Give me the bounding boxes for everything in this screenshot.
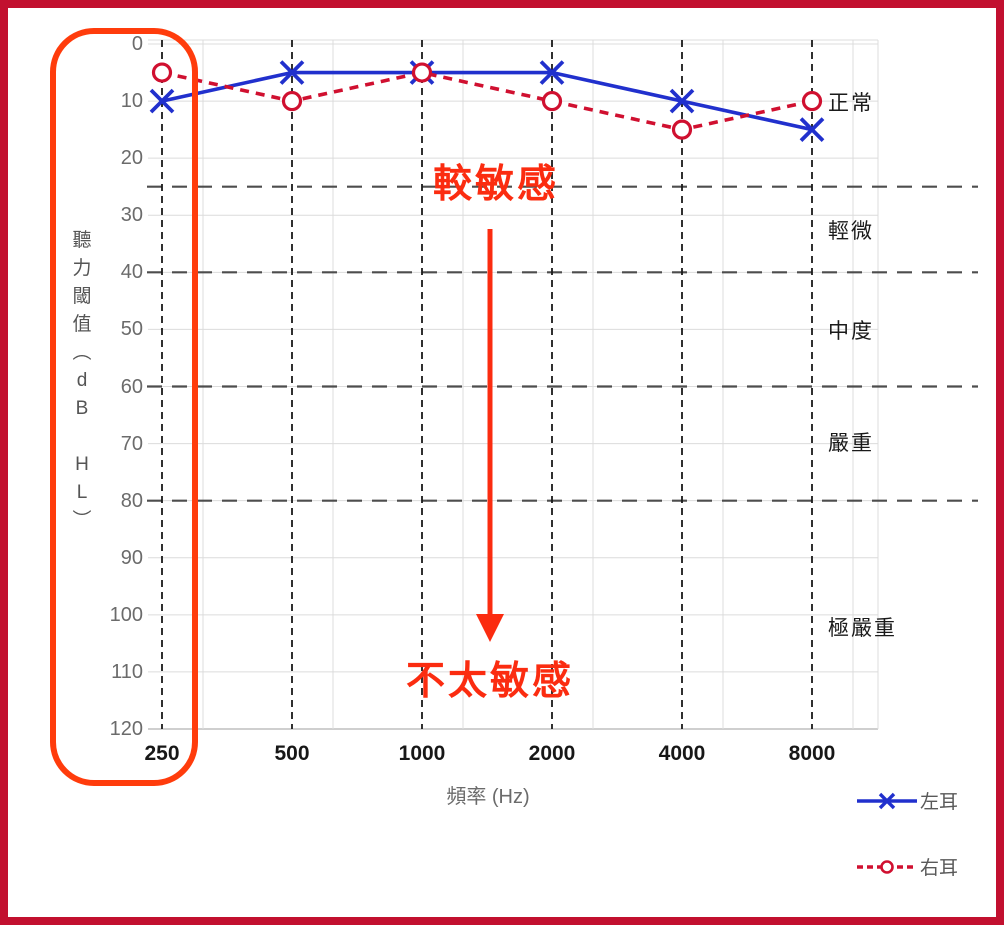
legend-item-left-ear: 左耳 <box>856 791 958 815</box>
x-tick-label: 4000 <box>658 742 706 765</box>
data-point-x-marker <box>799 117 825 142</box>
severity-zone-label: 中度 <box>828 320 874 344</box>
y-tick-label: 10 <box>120 90 143 113</box>
left-ear-line-marker-icon <box>856 790 918 817</box>
y-tick-label: 60 <box>120 375 143 398</box>
severity-zone-label: 嚴重 <box>828 431 874 455</box>
data-point-circle-marker <box>541 90 563 112</box>
x-axis-title: 頻率 (Hz) <box>446 786 530 808</box>
y-axis-title: 聽 力 閾 值 ︵ d B H L ︶ <box>72 230 92 531</box>
y-tick-label: 0 <box>131 33 143 55</box>
data-point-circle-marker <box>671 119 693 140</box>
x-tick-label: 2000 <box>528 742 576 765</box>
data-point-circle-marker <box>151 62 173 83</box>
series-line-左耳 <box>161 70 813 132</box>
severity-zone-label: 極嚴重 <box>828 617 897 641</box>
x-tick-label: 250 <box>144 742 180 765</box>
data-point-x-marker <box>669 88 695 114</box>
data-point-x-marker <box>539 60 565 85</box>
data-point-circle-marker <box>801 90 823 112</box>
data-point-x-marker <box>279 60 305 85</box>
y-tick-label: 40 <box>120 261 143 284</box>
y-tick-label: 90 <box>120 546 143 569</box>
data-point-circle-marker <box>411 62 433 83</box>
y-tick-label: 30 <box>120 204 143 227</box>
legend-label: 右耳 <box>920 858 959 879</box>
y-tick-label: 100 <box>109 603 143 626</box>
data-point-circle-marker <box>281 90 303 112</box>
arrow-head-icon <box>476 614 504 642</box>
annotation-less-sensitive: 不太敏感 <box>405 658 575 704</box>
legend-item-right-ear: 右耳 <box>856 857 958 881</box>
severity-zone-label: 輕微 <box>828 220 874 244</box>
legend: 左耳 右耳 <box>856 791 958 923</box>
legend-label: 左耳 <box>920 792 959 813</box>
x-tick-label: 8000 <box>788 742 836 765</box>
data-point-x-marker <box>149 88 175 114</box>
y-tick-label: 120 <box>109 718 143 740</box>
severity-zone-label: 正常 <box>828 91 874 115</box>
y-tick-label: 70 <box>120 432 143 455</box>
y-tick-label: 110 <box>111 660 143 683</box>
x-tick-label: 500 <box>274 742 310 765</box>
y-tick-label: 20 <box>120 147 143 170</box>
right-ear-line-marker-icon <box>856 856 918 883</box>
y-tick-label: 80 <box>120 489 143 512</box>
y-tick-label: 50 <box>120 318 143 341</box>
annotation-more-sensitive: 較敏感 <box>432 161 560 207</box>
x-tick-label: 1000 <box>398 742 446 765</box>
